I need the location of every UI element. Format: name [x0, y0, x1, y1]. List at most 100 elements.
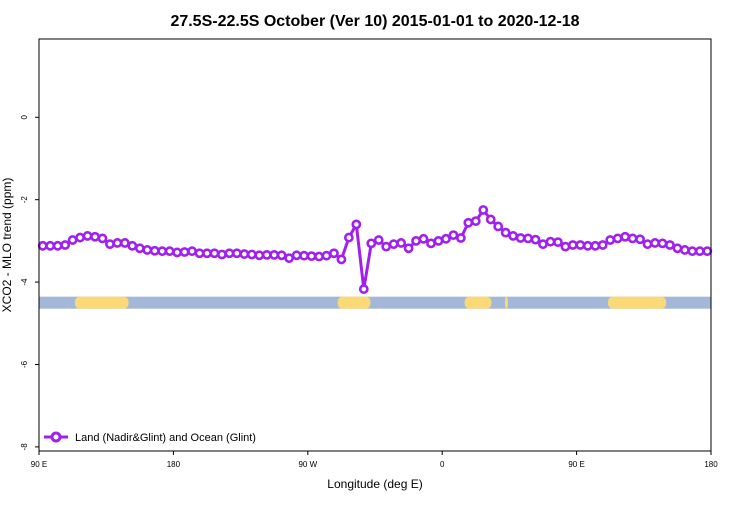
data-point [217, 249, 227, 260]
surface-type-band [39, 296, 711, 309]
y-tick-label: -4 [20, 278, 29, 286]
data-point [448, 230, 459, 241]
data-point [530, 234, 541, 245]
data-point [523, 233, 533, 244]
data-point [179, 247, 190, 257]
data-point [672, 243, 683, 254]
data-point [687, 246, 698, 257]
land-segment [607, 296, 667, 309]
data-point [276, 250, 287, 261]
data-point [470, 216, 481, 227]
data-point [329, 248, 339, 259]
data-point [149, 245, 160, 256]
data-point [119, 238, 130, 248]
x-tick-label: 90 E [568, 460, 584, 469]
y-axis-label: XCO2 - MLO trend (ppm) [0, 178, 14, 313]
land-segment [337, 296, 371, 309]
data-point [231, 248, 242, 259]
y-tick-label: -8 [20, 443, 29, 451]
data-point [455, 233, 466, 243]
legend-marker-swatch [50, 431, 62, 443]
data-point [582, 240, 593, 251]
land-segment [504, 296, 508, 309]
data-point [358, 284, 369, 294]
data-point [508, 231, 519, 241]
data-point [403, 243, 414, 254]
data-point [254, 250, 265, 261]
land-segment [464, 296, 492, 309]
data-point [642, 239, 653, 250]
y-tick-label: 0 [20, 115, 29, 120]
data-point [127, 240, 138, 251]
plot-frame [38, 38, 712, 452]
data-point [269, 249, 280, 260]
data-point [343, 232, 354, 243]
data-point [575, 240, 586, 250]
data-point [239, 249, 250, 259]
data-point [441, 233, 451, 244]
data-point [187, 246, 197, 257]
data-point [493, 221, 504, 232]
data-point [478, 205, 489, 215]
data-point [694, 246, 705, 257]
data-point [224, 248, 235, 259]
data-point [426, 238, 436, 249]
data-point [202, 248, 212, 259]
data-point [164, 246, 175, 257]
ocean-band [39, 296, 711, 309]
data-point [463, 217, 474, 228]
data-point [411, 235, 421, 246]
data-point [45, 240, 56, 251]
y-tick-label: -6 [20, 360, 29, 368]
data-point [657, 238, 668, 249]
data-point [381, 241, 392, 252]
data-point [396, 238, 407, 248]
data-point [157, 246, 168, 257]
legend-label: Land (Nadir&Glint) and Ocean (Glint) [75, 432, 256, 444]
data-point [590, 240, 601, 251]
data-point [172, 247, 183, 258]
axis-ticks: 90 E 180 90 W 0 90 E 180 -8 -6 -4 -2 0 [20, 115, 718, 469]
data-point [67, 235, 78, 245]
data-point [209, 248, 220, 259]
data-point [314, 251, 324, 262]
data-point [388, 239, 399, 250]
x-tick-label: 90 W [298, 460, 317, 469]
data-point [97, 233, 108, 244]
legend: Land (Nadir&Glint) and Ocean (Glint) [44, 431, 256, 444]
data-point [545, 236, 556, 247]
data-point [515, 233, 526, 243]
data-point [194, 248, 205, 259]
data-point [553, 237, 563, 248]
data-point [351, 219, 362, 230]
data-point [261, 249, 272, 260]
x-axis-label: Longitude (deg E) [327, 477, 422, 491]
data-point [665, 240, 675, 250]
data-point [635, 234, 645, 245]
x-tick-label: 180 [167, 460, 181, 469]
data-point [366, 238, 377, 249]
data-point [321, 250, 332, 261]
data-point [299, 250, 309, 261]
data-point [605, 235, 616, 245]
data-point [82, 231, 93, 241]
data-point [246, 249, 257, 260]
x-tick-label: 90 E [31, 460, 47, 469]
data-point [433, 235, 444, 246]
data-point [620, 231, 631, 242]
chart-title: 27.5S-22.5S October (Ver 10) 2015-01-01 … [170, 13, 579, 30]
data-point [538, 239, 548, 250]
data-point [597, 240, 608, 250]
data-point [627, 233, 638, 244]
x-tick-label: 180 [704, 460, 718, 469]
data-point [485, 214, 496, 225]
data-point [134, 243, 145, 254]
data-point [105, 239, 115, 250]
land-segment [74, 296, 129, 309]
y-tick-label: -2 [20, 196, 29, 204]
data-point [612, 233, 623, 244]
data-point [75, 232, 85, 243]
data-point [679, 245, 690, 255]
data-point [373, 235, 384, 245]
